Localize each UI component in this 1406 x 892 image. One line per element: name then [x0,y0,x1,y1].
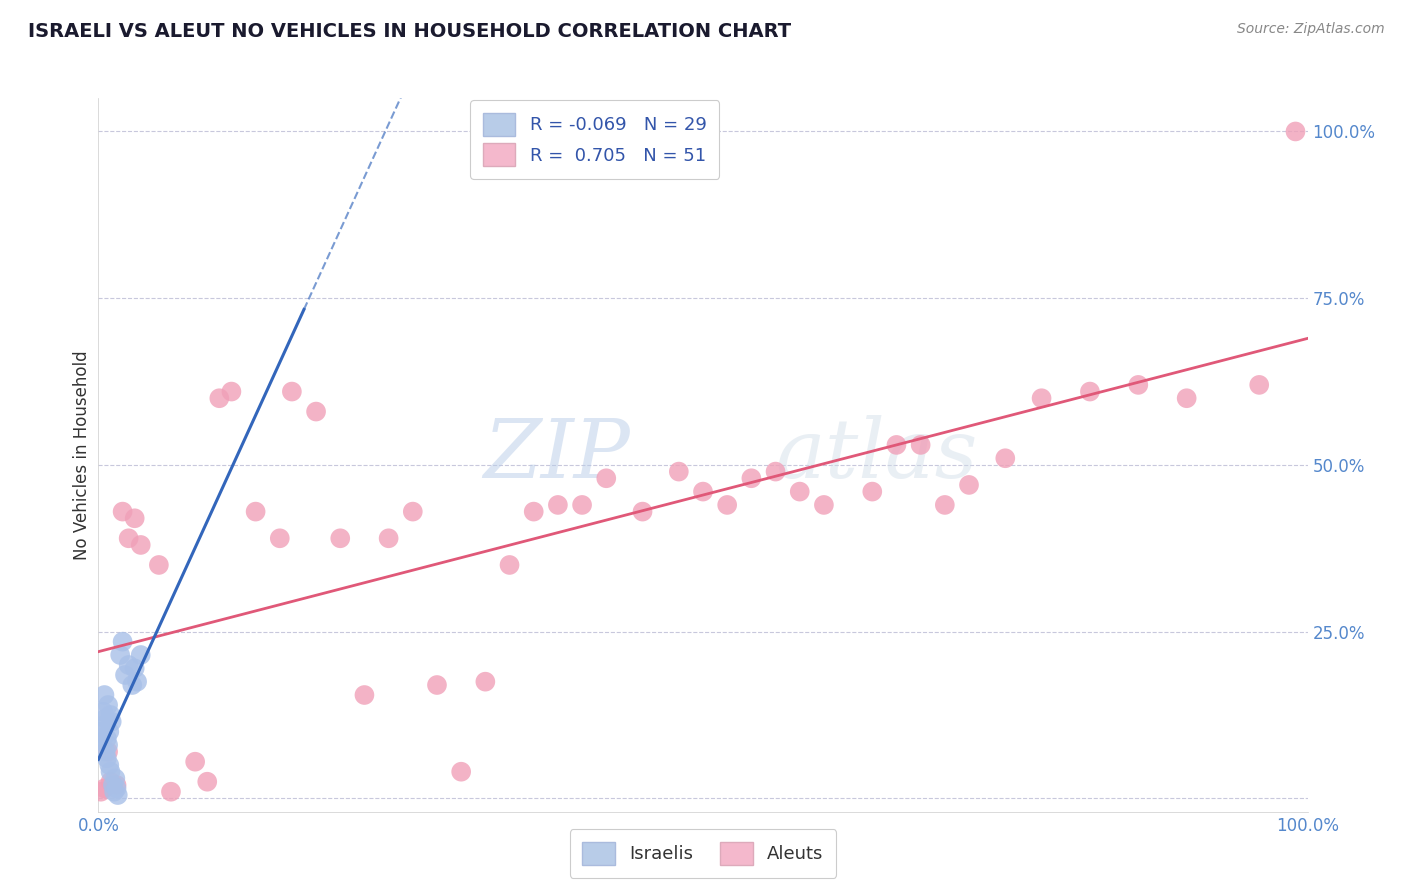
Point [105,781,128,796]
Point [450,764,472,779]
Point [93,781,115,796]
Point [160,785,183,799]
Point [105,778,128,792]
Point [1078,384,1101,399]
Point [91,734,114,748]
Point [127,674,149,689]
Point [498,558,520,572]
Point [523,505,546,519]
Point [97,738,120,752]
Point [90,724,112,739]
Point [100,774,122,789]
Point [595,471,617,485]
Point [571,498,593,512]
Point [910,438,932,452]
Point [860,484,883,499]
Text: ISRAELI VS ALEUT NO VEHICLES IN HOUSEHOLD CORRELATION CHART: ISRAELI VS ALEUT NO VEHICLES IN HOUSEHOL… [28,22,792,41]
Point [994,451,1017,466]
Point [118,531,141,545]
Point [90,785,112,799]
Point [426,678,449,692]
Point [148,558,170,572]
Point [281,384,304,399]
Point [97,698,120,712]
Point [1175,391,1198,405]
Point [934,498,956,512]
Point [668,465,690,479]
Point [108,648,131,662]
Text: ZIP: ZIP [484,415,630,495]
Point [329,531,352,545]
Text: Source: ZipAtlas.com: Source: ZipAtlas.com [1237,22,1385,37]
Point [305,404,328,418]
Point [100,708,122,723]
Point [221,384,243,399]
Point [98,758,121,772]
Point [93,718,115,732]
Point [103,785,125,799]
Point [377,531,399,545]
Point [957,478,980,492]
Point [98,724,121,739]
Point [402,505,425,519]
Legend: Israelis, Aleuts: Israelis, Aleuts [569,830,837,878]
Point [789,484,811,499]
Point [100,714,122,729]
Point [129,538,152,552]
Point [547,498,569,512]
Point [353,688,375,702]
Point [107,788,129,802]
Point [631,505,654,519]
Text: atlas: atlas [776,415,979,495]
Point [195,774,218,789]
Point [740,471,762,485]
Point [124,511,146,525]
Point [91,705,114,719]
Point [474,674,496,689]
Point [124,661,146,675]
Point [716,498,738,512]
Point [184,755,207,769]
Y-axis label: No Vehicles in Household: No Vehicles in Household [73,350,91,560]
Point [208,391,231,405]
Point [692,484,714,499]
Point [245,505,267,519]
Point [94,745,117,759]
Point [96,731,118,746]
Point [111,505,134,519]
Point [104,772,127,786]
Point [1128,377,1150,392]
Point [1284,124,1306,138]
Point [97,745,120,759]
Point [129,648,152,662]
Point [93,688,115,702]
Point [269,531,291,545]
Point [118,658,141,673]
Point [96,751,118,765]
Point [114,668,136,682]
Point [111,634,134,648]
Point [886,438,908,452]
Point [100,764,122,779]
Point [101,778,124,792]
Point [813,498,835,512]
Point [121,678,143,692]
Point [765,465,787,479]
Point [1249,377,1271,392]
Point [1031,391,1053,405]
Point [94,711,117,725]
